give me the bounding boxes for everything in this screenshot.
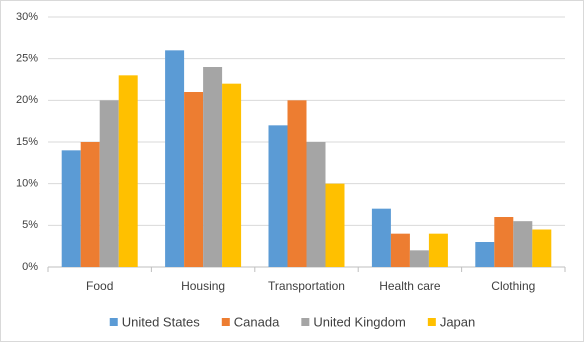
legend-swatch	[301, 318, 310, 326]
bar	[306, 142, 326, 267]
legend-label: Japan	[440, 314, 475, 329]
bar	[475, 242, 495, 267]
legend-swatch	[109, 318, 118, 326]
bar	[61, 150, 81, 267]
bar	[428, 233, 448, 267]
y-tick-label: 15%	[16, 136, 38, 148]
bar	[80, 142, 100, 267]
x-tick-label: Food	[86, 279, 113, 293]
bar	[532, 229, 552, 267]
y-tick-label: 20%	[16, 94, 38, 106]
x-tick-label: Clothing	[491, 279, 535, 293]
bar	[165, 50, 185, 268]
bar	[203, 67, 223, 267]
bar	[390, 233, 410, 267]
legend-label: Canada	[234, 314, 280, 329]
bar	[184, 92, 204, 267]
y-tick-label: 25%	[16, 53, 38, 65]
bar	[222, 83, 242, 268]
bar	[99, 100, 119, 267]
x-tick-label: Housing	[181, 279, 225, 293]
bar	[325, 183, 345, 267]
y-tick-label: 0%	[22, 261, 38, 273]
bar	[287, 100, 307, 267]
bar	[494, 217, 514, 267]
bar	[118, 75, 138, 267]
bar	[513, 221, 533, 267]
x-tick-label: Health care	[379, 279, 441, 293]
legend-label: United Kingdom	[313, 314, 406, 329]
y-tick-label: 10%	[16, 178, 38, 190]
bar	[371, 208, 391, 267]
legend-swatch	[221, 318, 230, 326]
legend-swatch	[427, 318, 436, 326]
x-tick-label: Transportation	[268, 279, 345, 293]
legend-label: United States	[122, 314, 201, 329]
y-tick-label: 30%	[16, 11, 38, 23]
bar	[409, 250, 429, 267]
y-tick-label: 5%	[22, 219, 38, 231]
bar	[268, 125, 288, 267]
